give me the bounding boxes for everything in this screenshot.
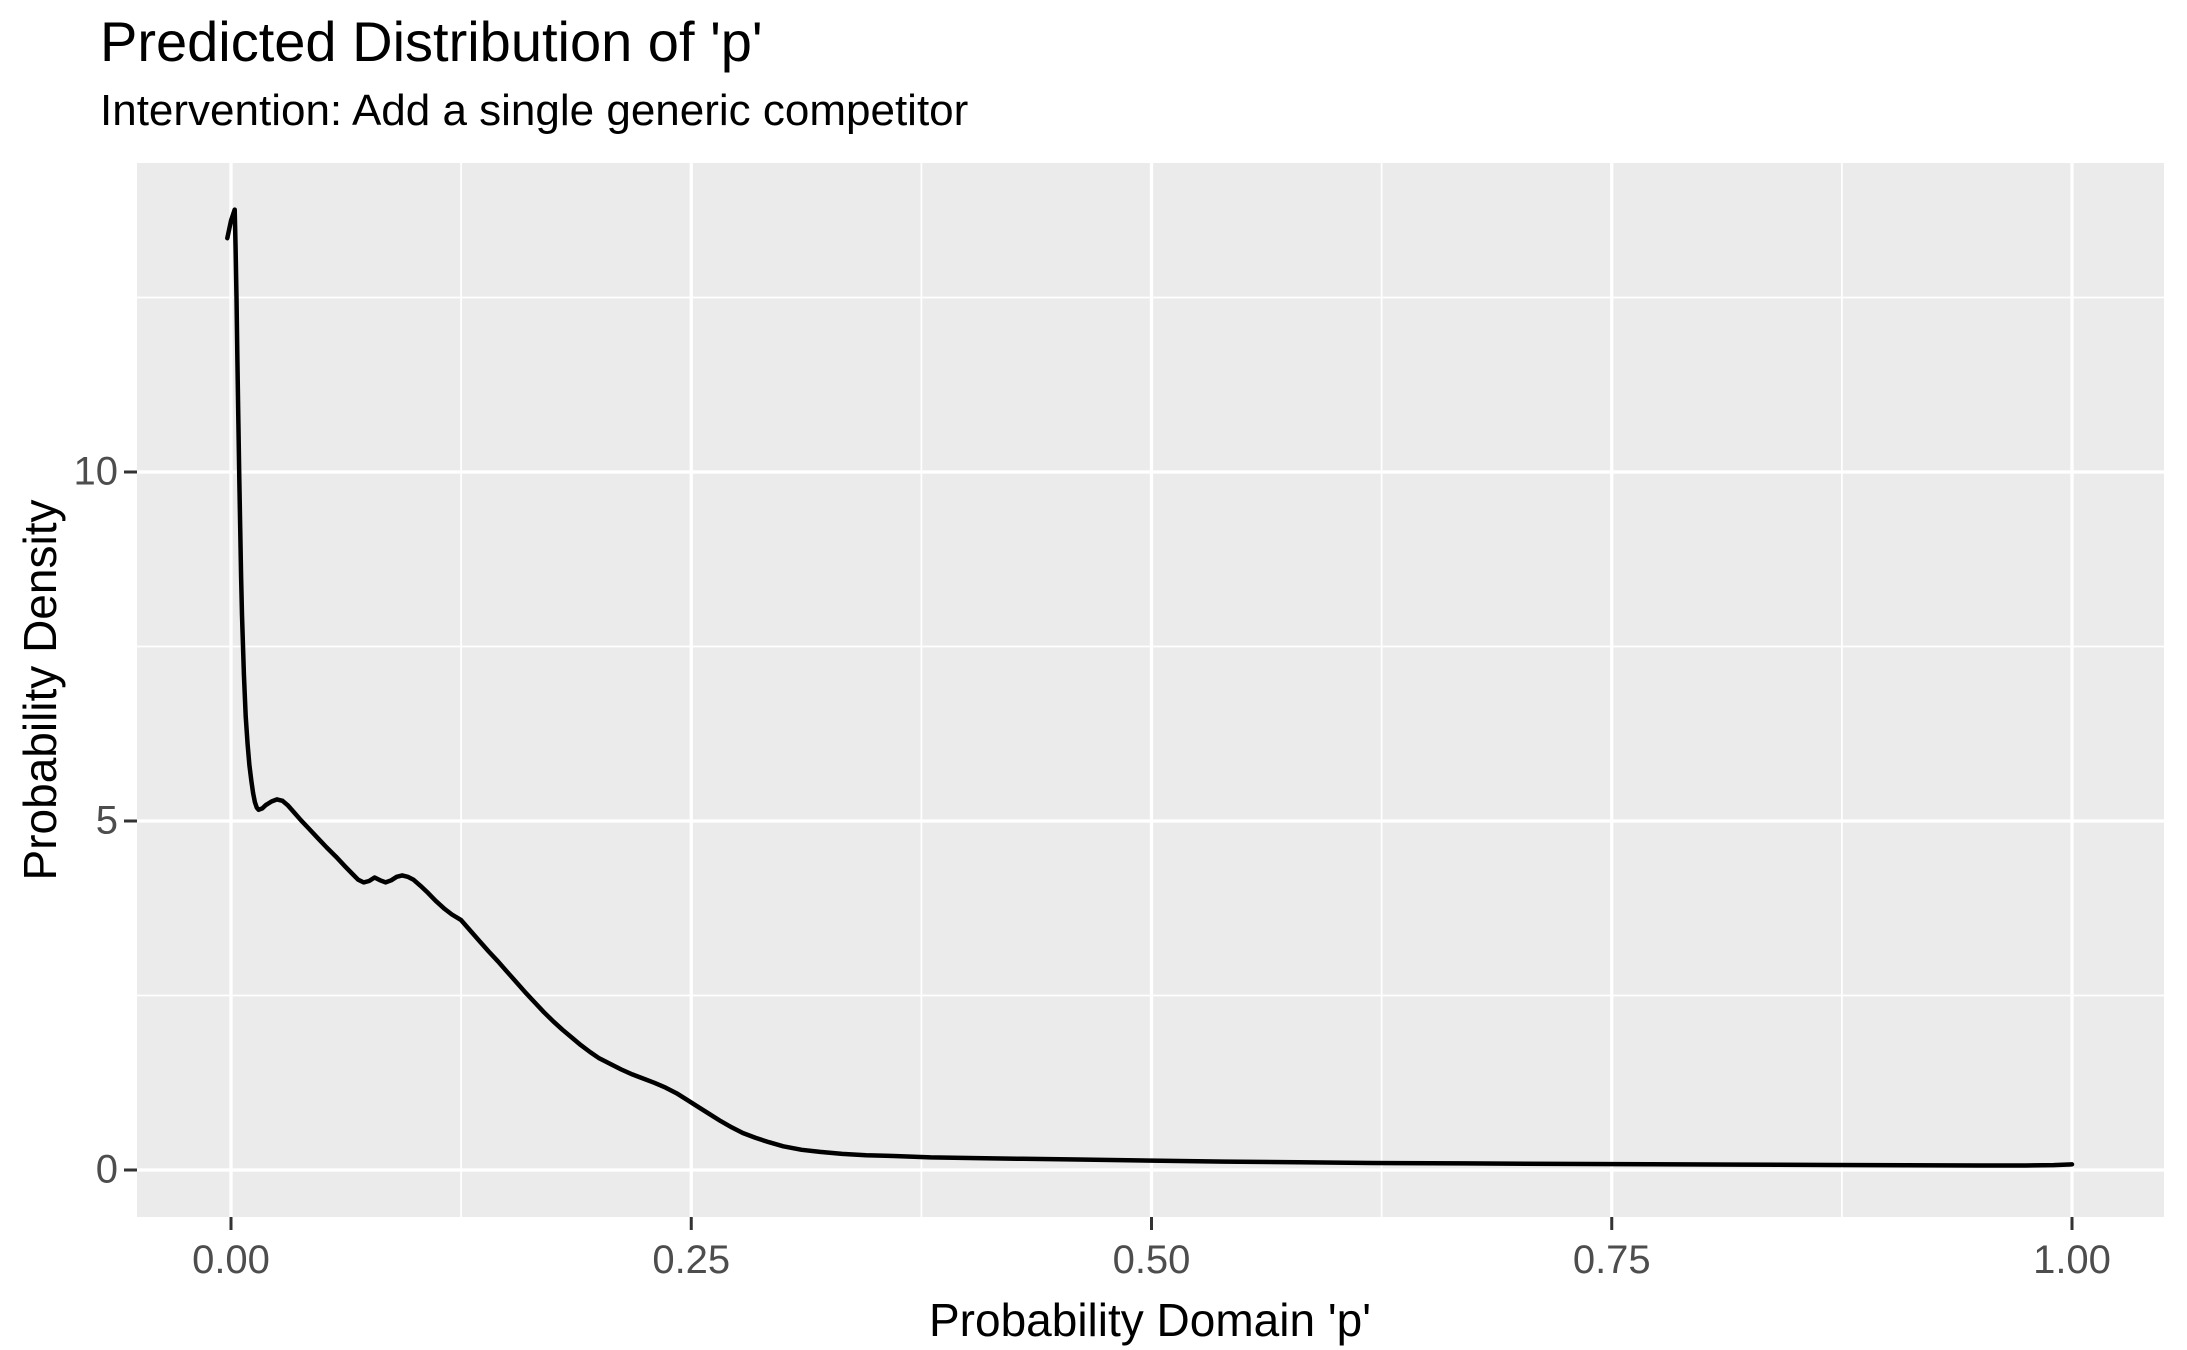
x-tick-label: 0.50 [1112,1238,1191,1282]
y-tick-label: 5 [95,798,118,843]
density-curve [225,207,2075,1168]
x-axis-title: Probability Domain 'p' [929,1294,1371,1346]
y-tick-label: 10 [73,449,119,494]
x-tick-label: 0.75 [1572,1238,1651,1282]
y-tick-label: 0 [95,1147,118,1192]
x-tick-label: 1.00 [2033,1238,2111,1282]
y-axis-title: Probability Density [14,499,66,881]
x-tick-label: 0.00 [192,1238,270,1282]
plot-title: Predicted Distribution of 'p' [100,10,763,73]
plot-subtitle: Intervention: Add a single generic compe… [100,86,969,135]
x-tick-label: 0.25 [652,1238,731,1282]
